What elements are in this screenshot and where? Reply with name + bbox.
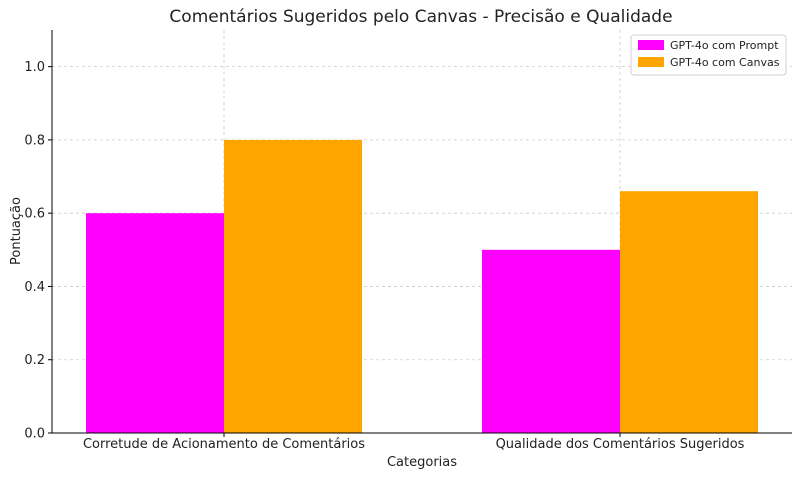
legend-items: GPT-4o com Prompt GPT-4o com Canvas [638, 39, 780, 69]
axes-layer [51, 30, 792, 434]
legend-frame [630, 34, 787, 76]
x-axis-label: Categorias [387, 455, 457, 470]
legend-swatch [638, 57, 664, 67]
y-ticks-layer: 0.0 0.2 0.4 0.6 0.8 1.0 [24, 60, 52, 442]
chart-title: Comentários Sugeridos pelo Canvas - Prec… [169, 7, 672, 27]
grid-layer [52, 30, 792, 433]
bar-prompt-1 [482, 249, 620, 433]
y-axis-label: Pontuação [9, 197, 24, 265]
x-tick-label: Qualidade dos Comentários Sugeridos [496, 437, 745, 452]
bar-canvas-1 [620, 191, 758, 433]
legend-swatch [638, 40, 664, 50]
bar-prompt-0 [86, 213, 224, 433]
y-tick-label: 1.0 [24, 60, 45, 75]
x-tick-label: Corretude de Acionamento de Comentários [83, 437, 365, 452]
legend: GPT-4o com Prompt GPT-4o com Canvas [630, 34, 787, 76]
y-tick-label: 0.0 [24, 427, 45, 442]
bars-layer [86, 139, 758, 433]
y-tick-label: 0.8 [24, 133, 45, 148]
legend-label: GPT-4o com Prompt [670, 39, 779, 52]
y-tick-label: 0.6 [24, 207, 45, 222]
x-ticks-layer: Corretude de Acionamento de Comentários Q… [83, 433, 745, 452]
legend-label: GPT-4o com Canvas [670, 56, 780, 69]
bar-canvas-0 [224, 139, 362, 433]
y-tick-label: 0.4 [24, 280, 45, 295]
y-tick-label: 0.2 [24, 353, 45, 368]
